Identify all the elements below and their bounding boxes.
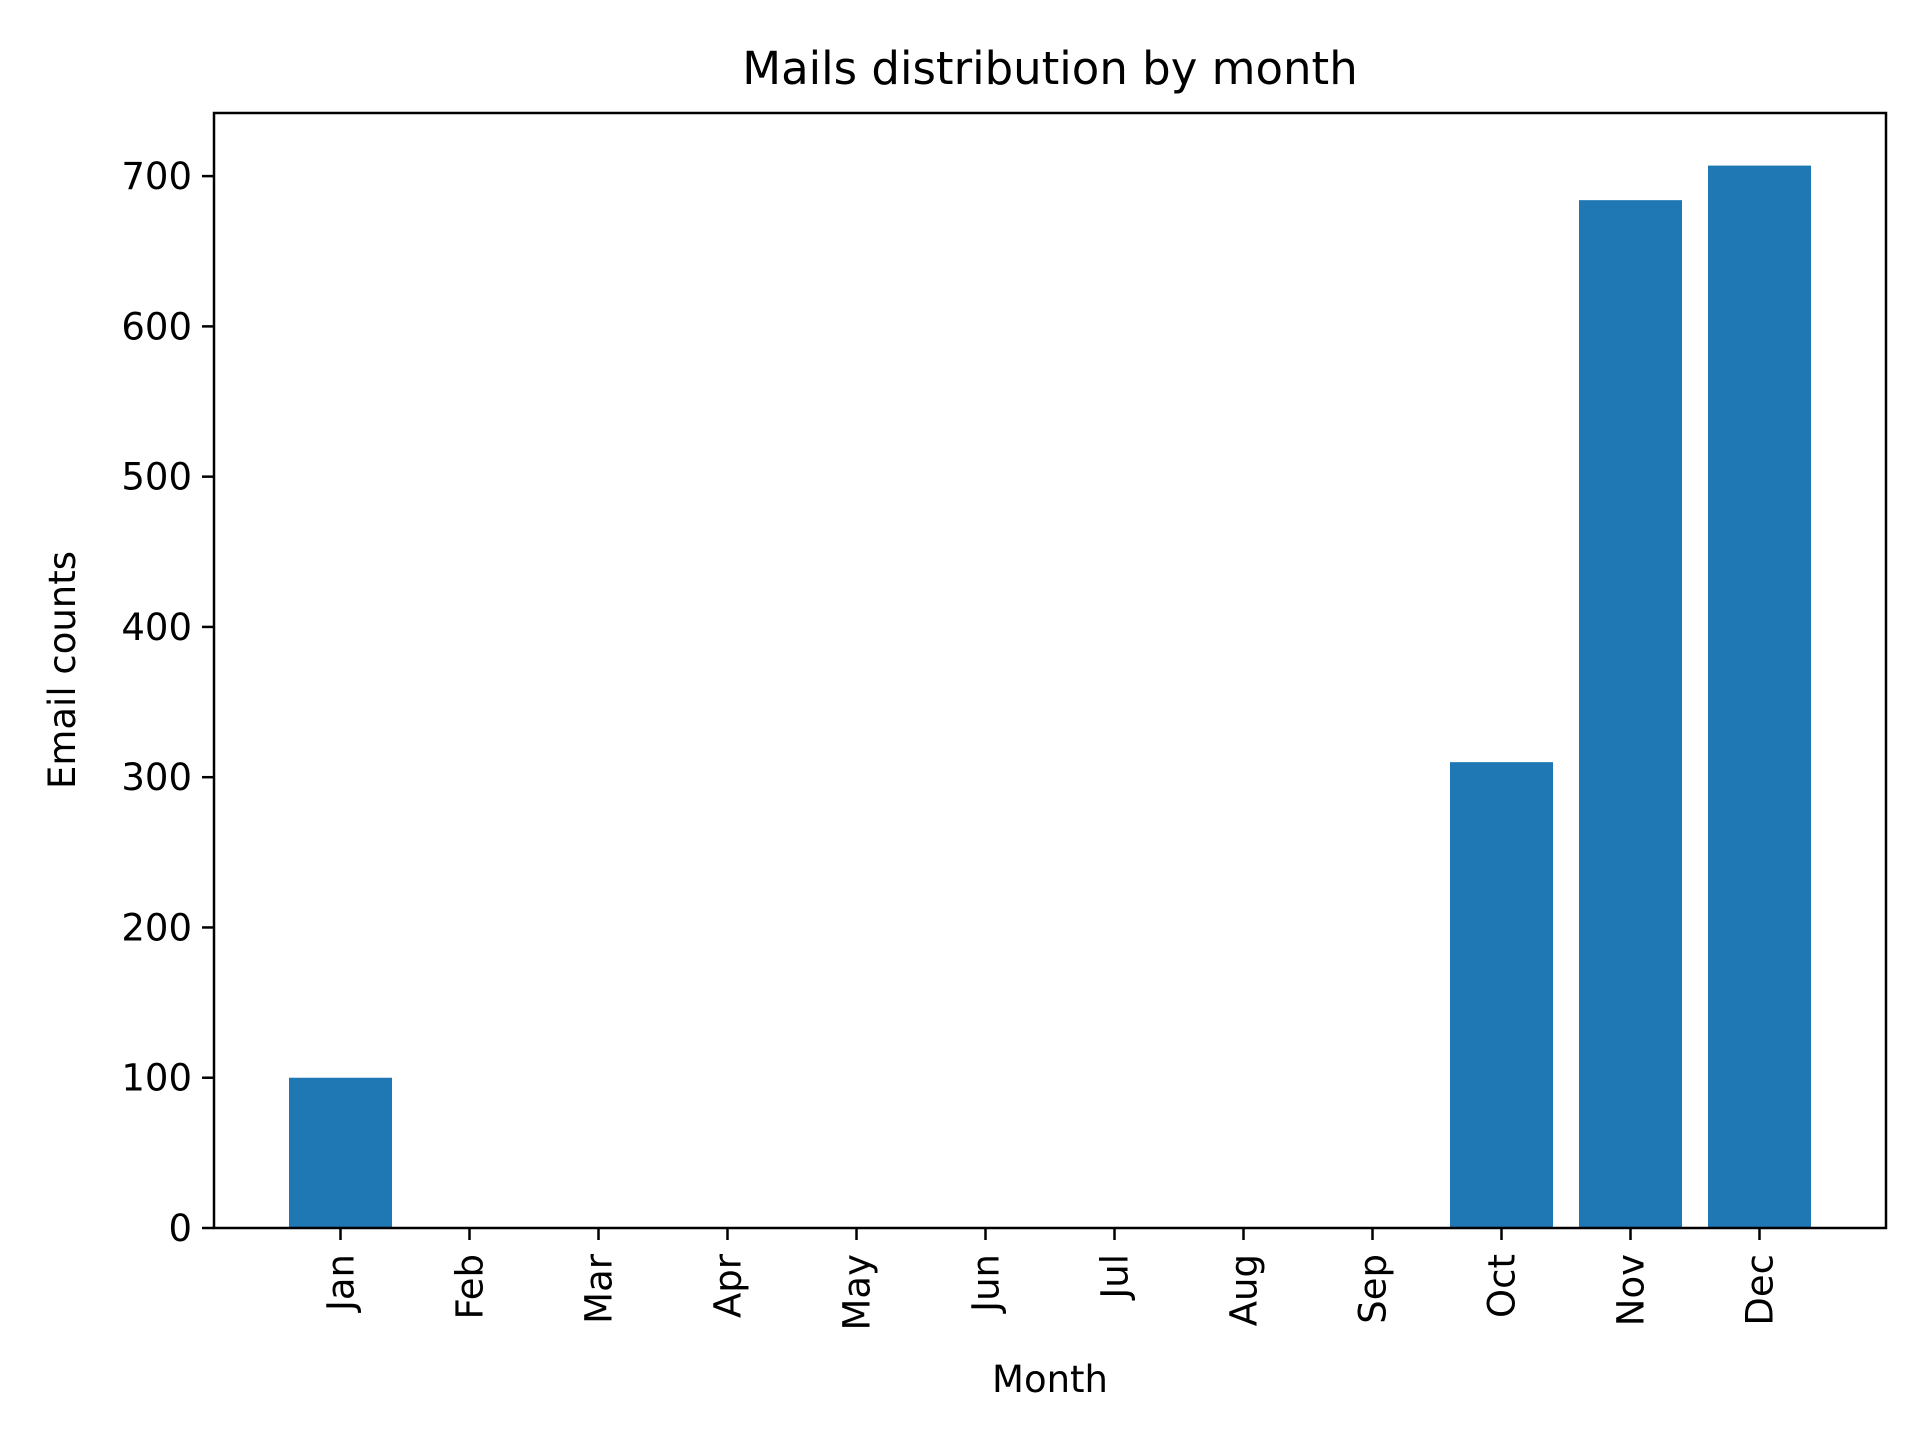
bar-nov bbox=[1579, 200, 1682, 1228]
x-tick-label-feb: Feb bbox=[449, 1254, 492, 1320]
x-tick-label-jan: Jan bbox=[320, 1254, 363, 1313]
x-tick-label-apr: Apr bbox=[707, 1253, 750, 1318]
y-tick-label: 0 bbox=[168, 1207, 192, 1250]
bar-jan bbox=[289, 1077, 392, 1228]
y-tick-label: 300 bbox=[121, 756, 192, 799]
x-tick-label-oct: Oct bbox=[1481, 1254, 1524, 1318]
y-tick-label: 100 bbox=[121, 1057, 192, 1100]
y-tick-label: 700 bbox=[121, 155, 192, 198]
x-tick-label-nov: Nov bbox=[1610, 1254, 1653, 1326]
y-tick-label: 200 bbox=[121, 906, 192, 949]
y-tick-label: 500 bbox=[121, 456, 192, 499]
x-tick-label-dec: Dec bbox=[1739, 1254, 1782, 1326]
x-tick-label-sep: Sep bbox=[1352, 1254, 1395, 1324]
x-axis: Jan Feb Mar Apr May Jun Jul Aug Sep Oct Nov Dec bbox=[320, 1228, 1782, 1331]
x-tick-label-jul: Jul bbox=[1094, 1254, 1137, 1301]
bar-oct bbox=[1450, 762, 1553, 1228]
bar-dec bbox=[1708, 165, 1811, 1229]
y-tick-label: 600 bbox=[121, 305, 192, 348]
x-tick-label-aug: Aug bbox=[1223, 1254, 1266, 1326]
x-tick-label-may: May bbox=[836, 1254, 879, 1331]
y-axis: 0 100 200 300 400 500 600 700 bbox=[121, 155, 214, 1250]
x-tick-label-mar: Mar bbox=[578, 1253, 621, 1324]
x-axis-label: Month bbox=[992, 1358, 1108, 1401]
chart-title: Mails distribution by month bbox=[742, 42, 1357, 95]
bars-layer bbox=[289, 165, 1811, 1229]
y-axis-label: Email counts bbox=[41, 551, 84, 789]
y-tick-label: 400 bbox=[121, 606, 192, 649]
x-tick-label-jun: Jun bbox=[965, 1254, 1008, 1314]
plot-frame bbox=[212, 111, 1888, 1230]
